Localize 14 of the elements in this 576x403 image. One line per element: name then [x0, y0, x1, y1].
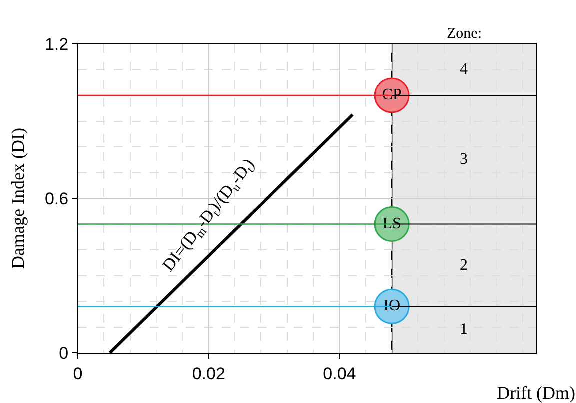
- y-tick-label: 0.6: [44, 189, 69, 208]
- annotation: 1: [460, 321, 468, 338]
- x-tick-label: 0: [73, 364, 83, 384]
- x-tick-label: 0.04: [323, 364, 356, 384]
- x-axis-title: Drift (Dm): [497, 383, 576, 403]
- y-axis-title: Damage Index (DI): [8, 128, 28, 269]
- annotation: 2: [460, 257, 468, 274]
- band-label: Zone:: [447, 26, 482, 42]
- annotation: 3: [460, 151, 468, 168]
- y-tick-label: 0: [59, 344, 69, 363]
- y-tick-label: 1.2: [44, 34, 69, 54]
- ref-line-label: LS: [382, 215, 402, 232]
- x-tick-label: 0.02: [192, 364, 226, 384]
- annotation: 4: [460, 61, 468, 78]
